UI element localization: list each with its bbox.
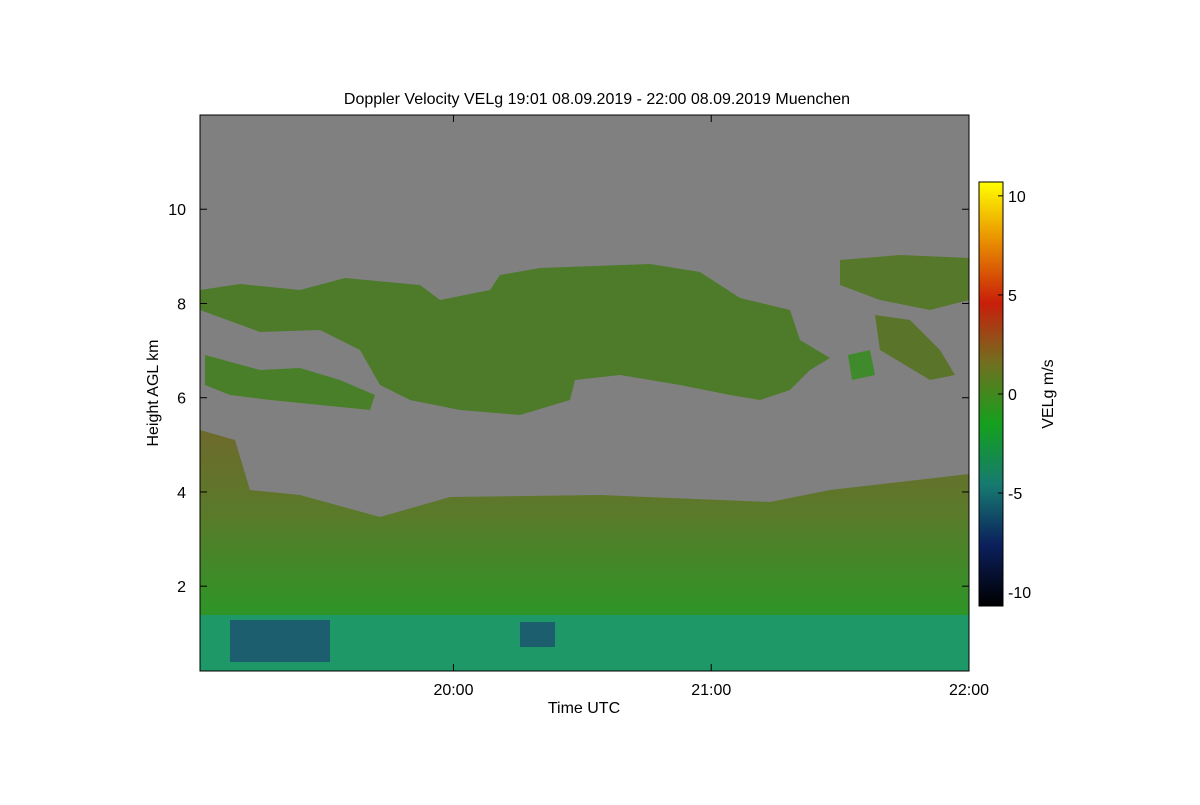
y-axis-label: Height AGL km	[145, 339, 162, 446]
downdraft-patch	[520, 622, 555, 647]
velocity-field	[200, 255, 969, 671]
cloud-layer	[200, 264, 830, 415]
cloud-layer	[840, 255, 969, 310]
cloud-layer	[848, 350, 875, 380]
cloud-layer	[875, 315, 955, 380]
x-tick-label: 20:00	[433, 682, 473, 699]
plot-frame	[199, 114, 970, 672]
colorbar-tick-label: 5	[1008, 288, 1017, 305]
x-tick-label: 21:00	[691, 682, 731, 699]
y-tick-label: 2	[177, 579, 186, 596]
cloud-layer	[205, 355, 375, 410]
downdraft-patch	[230, 620, 330, 662]
boundary-layer	[200, 430, 969, 671]
colorbar-tick-label: 10	[1008, 189, 1026, 206]
y-tick-label: 4	[177, 485, 186, 502]
y-tick-label: 8	[177, 296, 186, 313]
colorbar-tick-label: 0	[1008, 387, 1017, 404]
y-tick-label: 6	[177, 391, 186, 408]
y-tick-label: 10	[168, 202, 186, 219]
chart-title: Doppler Velocity VELg 19:01 08.09.2019 -…	[344, 91, 850, 108]
x-tick-label: 22:00	[949, 682, 989, 699]
colorbar-tick-label: -10	[1008, 585, 1031, 602]
colorbar-tick-label: -5	[1008, 486, 1022, 503]
x-axis-label: Time UTC	[548, 700, 620, 717]
colorbar-label: VELg m/s	[1040, 359, 1057, 428]
